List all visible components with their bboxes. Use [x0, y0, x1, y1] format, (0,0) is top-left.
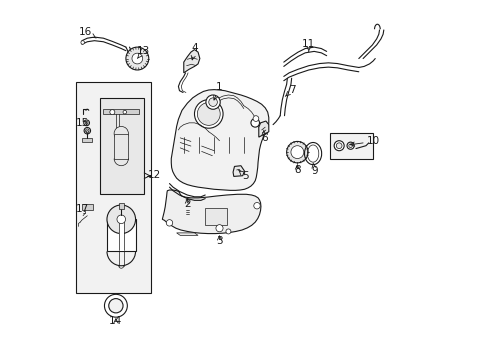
- Polygon shape: [233, 166, 244, 176]
- Circle shape: [166, 220, 172, 226]
- Polygon shape: [103, 109, 139, 114]
- Polygon shape: [107, 219, 135, 251]
- Text: 3: 3: [216, 236, 223, 246]
- Circle shape: [132, 53, 142, 64]
- Text: 7: 7: [285, 85, 295, 96]
- Text: 4: 4: [191, 43, 198, 60]
- Circle shape: [250, 118, 259, 127]
- Bar: [100, 98, 144, 194]
- Circle shape: [86, 131, 88, 133]
- Circle shape: [194, 100, 223, 128]
- Circle shape: [286, 141, 307, 163]
- Polygon shape: [183, 50, 200, 73]
- Bar: [329, 133, 372, 158]
- Text: 11: 11: [302, 39, 315, 51]
- Circle shape: [197, 103, 220, 125]
- Circle shape: [110, 110, 115, 114]
- Circle shape: [253, 116, 258, 121]
- Circle shape: [348, 144, 352, 148]
- Text: 1: 1: [213, 82, 223, 100]
- Circle shape: [225, 229, 230, 234]
- Polygon shape: [114, 134, 128, 158]
- Polygon shape: [258, 121, 268, 137]
- Circle shape: [336, 143, 341, 149]
- Text: 6: 6: [260, 130, 267, 143]
- Circle shape: [216, 225, 223, 232]
- Circle shape: [84, 127, 90, 134]
- Polygon shape: [119, 219, 123, 251]
- Text: 16: 16: [79, 27, 96, 38]
- Text: 10: 10: [350, 136, 380, 147]
- Polygon shape: [119, 203, 123, 208]
- Polygon shape: [82, 138, 92, 143]
- Circle shape: [333, 141, 344, 151]
- Circle shape: [81, 41, 84, 44]
- Circle shape: [208, 98, 217, 107]
- Circle shape: [107, 205, 135, 234]
- Circle shape: [346, 142, 353, 149]
- Text: 13: 13: [137, 46, 150, 58]
- Polygon shape: [82, 204, 93, 210]
- Circle shape: [104, 294, 127, 317]
- Circle shape: [123, 111, 126, 114]
- Text: 14: 14: [109, 316, 122, 326]
- Polygon shape: [162, 190, 261, 234]
- Text: 15: 15: [76, 118, 89, 128]
- Circle shape: [83, 120, 89, 126]
- Circle shape: [205, 95, 220, 109]
- Circle shape: [85, 121, 88, 124]
- Bar: [76, 82, 151, 293]
- Text: 2: 2: [183, 199, 190, 209]
- Circle shape: [290, 146, 303, 158]
- Bar: [205, 207, 226, 225]
- Circle shape: [114, 126, 128, 141]
- Text: 12: 12: [147, 170, 161, 180]
- Circle shape: [108, 298, 123, 313]
- Circle shape: [117, 215, 125, 224]
- Text: 5: 5: [238, 170, 248, 181]
- Text: 17: 17: [76, 204, 89, 214]
- Polygon shape: [176, 233, 198, 235]
- Circle shape: [125, 47, 148, 70]
- Circle shape: [253, 203, 260, 209]
- Polygon shape: [171, 90, 268, 190]
- Text: 8: 8: [293, 165, 300, 175]
- Text: 9: 9: [310, 163, 317, 176]
- Circle shape: [85, 129, 89, 132]
